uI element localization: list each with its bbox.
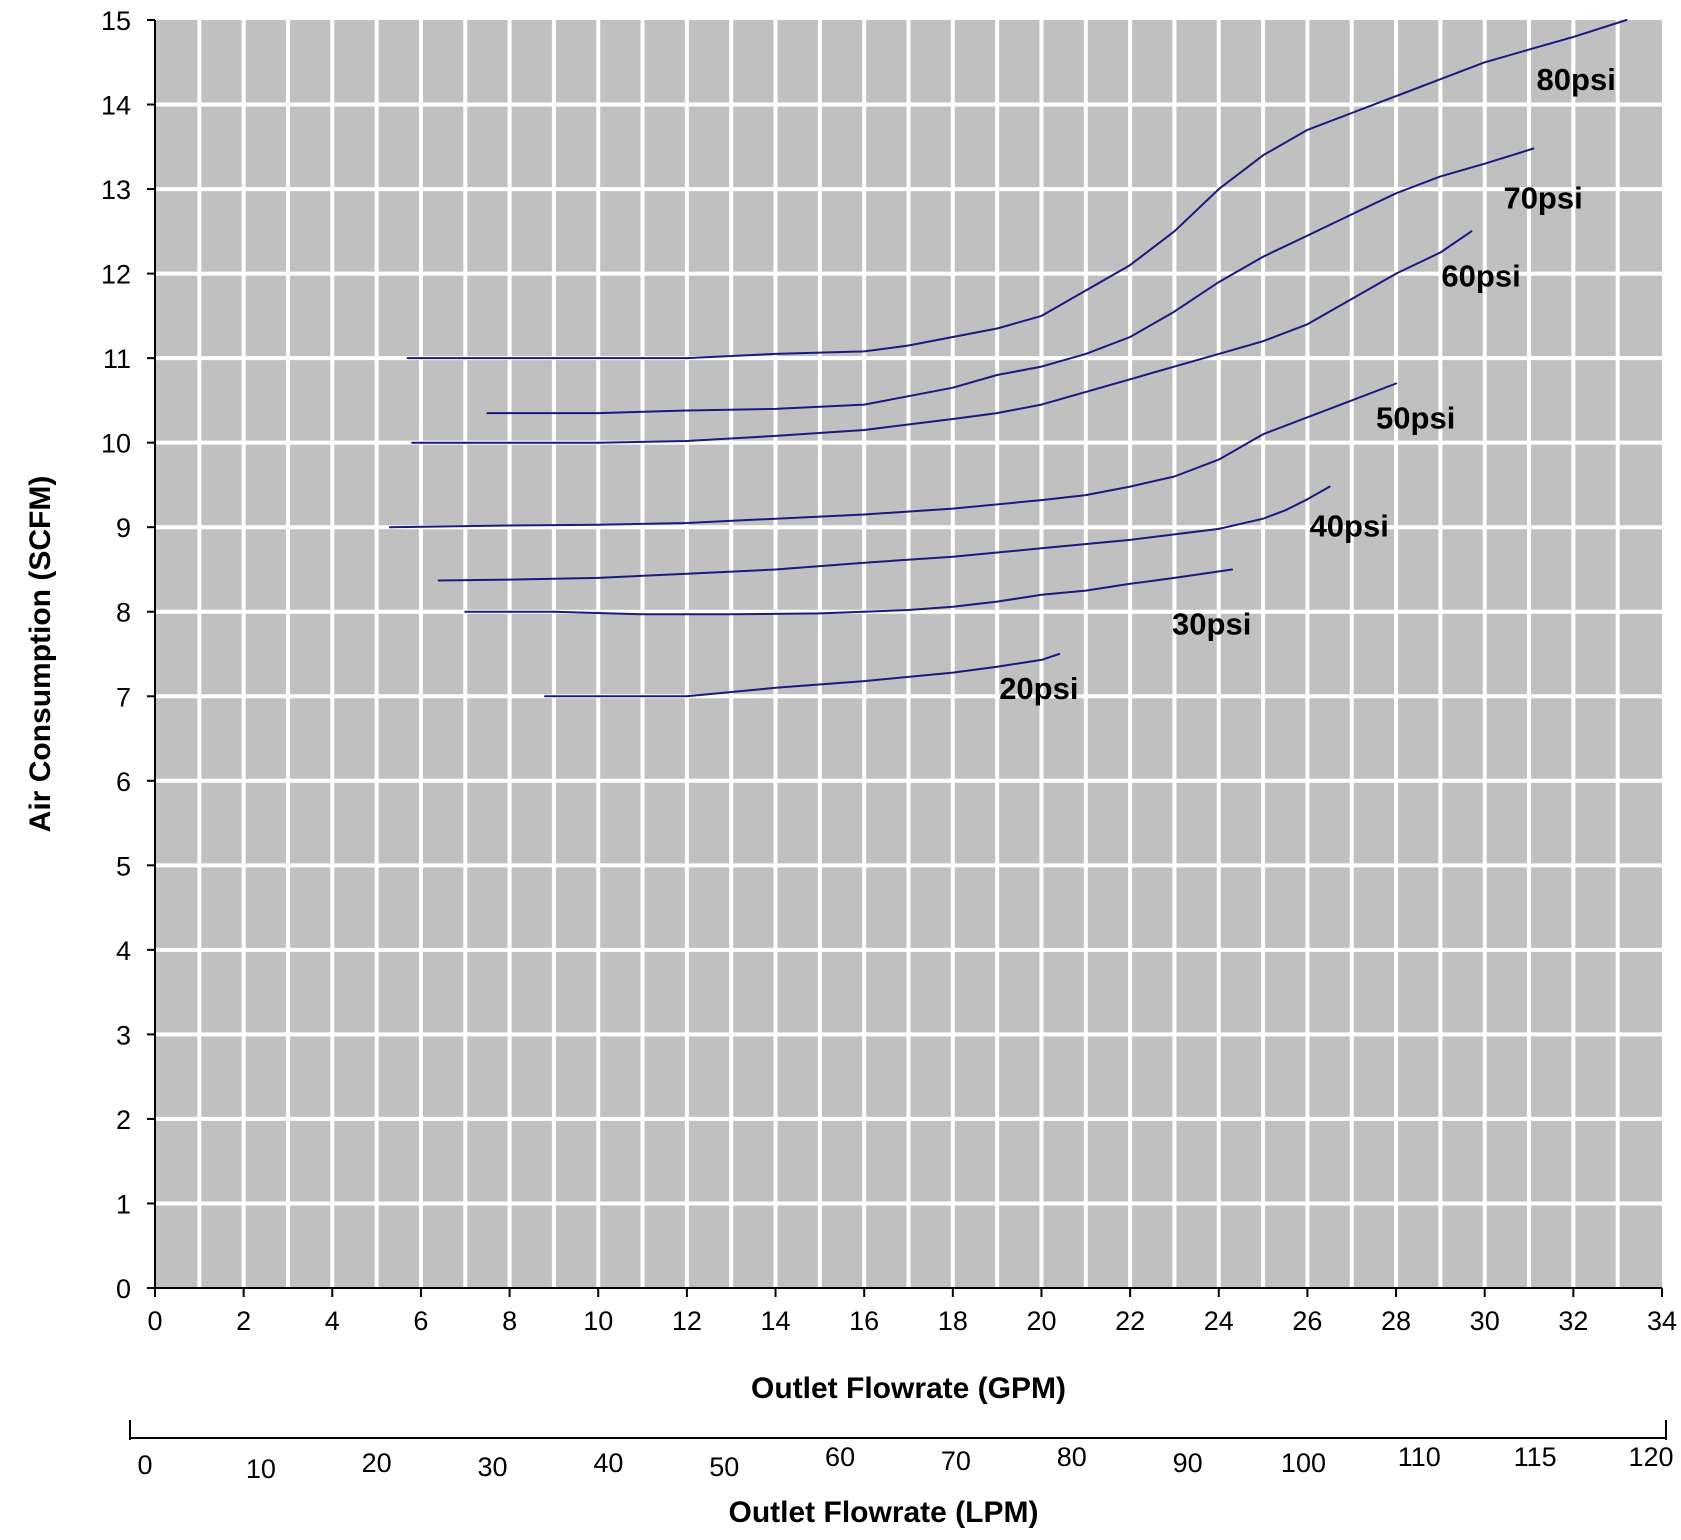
y-tick-label: 6 xyxy=(116,767,131,797)
y-tick-label: 8 xyxy=(116,598,131,628)
x-tick-label: 32 xyxy=(1558,1306,1588,1336)
secondary-tick-label: 115 xyxy=(1514,1442,1557,1472)
series-label: 80psi xyxy=(1537,62,1616,97)
secondary-tick-label: 60 xyxy=(825,1442,855,1472)
x-tick-label: 18 xyxy=(938,1306,968,1336)
x-tick-label: 30 xyxy=(1470,1306,1500,1336)
x-tick-label: 22 xyxy=(1115,1306,1145,1336)
y-tick-label: 11 xyxy=(103,344,131,374)
x-tick-label: 0 xyxy=(147,1306,162,1336)
y-tick-label: 13 xyxy=(101,175,131,205)
series-label: 40psi xyxy=(1310,509,1389,544)
secondary-tick-label: 110 xyxy=(1398,1442,1441,1472)
secondary-tick-label: 90 xyxy=(1173,1448,1203,1478)
x-tick-label: 6 xyxy=(413,1306,428,1336)
series-label: 50psi xyxy=(1376,400,1455,435)
secondary-tick-label: 20 xyxy=(362,1448,392,1478)
secondary-tick-label: 50 xyxy=(709,1452,739,1482)
secondary-tick-label: 30 xyxy=(478,1452,508,1482)
x-tick-label: 12 xyxy=(672,1306,702,1336)
series-lines xyxy=(388,19,1628,698)
series-line-30psi xyxy=(464,568,1234,616)
y-tick-label: 10 xyxy=(101,429,131,459)
x-tick-label: 34 xyxy=(1647,1306,1677,1336)
secondary-tick-label: 0 xyxy=(137,1450,152,1480)
y-tick-label: 14 xyxy=(101,91,131,121)
y-tick-label: 9 xyxy=(116,513,131,543)
secondary-tick-label: 120 xyxy=(1628,1442,1673,1472)
series-line-70psi xyxy=(486,147,1535,415)
series-line-50psi xyxy=(388,382,1398,529)
x-tick-label: 20 xyxy=(1026,1306,1056,1336)
series-line-20psi xyxy=(544,653,1061,698)
y-tick-label: 0 xyxy=(116,1274,131,1304)
y-tick-label: 5 xyxy=(116,851,131,881)
secondary-tick-label: 70 xyxy=(941,1446,971,1476)
axes: 0 2 4 6 8 10 12 14 16 18 20 22 24 26 28 30 32 34012345678… xyxy=(101,6,1677,1336)
y-tick-label: 1 xyxy=(116,1189,131,1219)
x-tick-label: 4 xyxy=(325,1306,340,1336)
secondary-x-axis-title: Outlet Flowrate (LPM) xyxy=(729,1496,1039,1529)
x-tick-label: 26 xyxy=(1292,1306,1322,1336)
x-tick-label: 14 xyxy=(761,1306,791,1336)
secondary-tick-label: 40 xyxy=(593,1448,623,1478)
y-tick-label: 15 xyxy=(101,6,131,36)
y-tick-label: 2 xyxy=(116,1105,131,1135)
series-label: 30psi xyxy=(1172,606,1251,641)
x-tick-label: 10 xyxy=(583,1306,613,1336)
secondary-x-axis: 0 10 20 30 40 50 60 70 80 90 100 110 115 120 xyxy=(129,1420,1674,1484)
secondary-tick-label: 10 xyxy=(246,1454,276,1484)
series-line-40psi xyxy=(437,485,1331,582)
y-tick-label: 12 xyxy=(101,260,131,290)
series-line-80psi xyxy=(406,19,1628,360)
x-axis-title: Outlet Flowrate (GPM) xyxy=(751,1372,1066,1405)
series-labels: 80psi 70psi 60psi 50psi 40psi 30psi 20psi xyxy=(999,62,1616,706)
series-label: 20psi xyxy=(999,671,1078,706)
secondary-tick-label: 80 xyxy=(1057,1442,1087,1472)
x-tick-label: 2 xyxy=(236,1306,251,1336)
x-tick-label: 16 xyxy=(849,1306,879,1336)
x-tick-label: 8 xyxy=(502,1306,517,1336)
y-tick-label: 4 xyxy=(116,936,131,966)
secondary-tick-label: 100 xyxy=(1281,1448,1326,1478)
series-line-60psi xyxy=(411,230,1473,444)
x-tick-label: 24 xyxy=(1204,1306,1234,1336)
grid xyxy=(155,20,1662,1288)
x-tick-label: 28 xyxy=(1381,1306,1411,1336)
y-tick-label: 3 xyxy=(116,1020,131,1050)
series-label: 70psi xyxy=(1503,180,1582,215)
series-label: 60psi xyxy=(1441,258,1520,293)
y-axis-title: Air Consumption (SCFM) xyxy=(24,476,57,833)
y-tick-label: 7 xyxy=(116,682,131,712)
